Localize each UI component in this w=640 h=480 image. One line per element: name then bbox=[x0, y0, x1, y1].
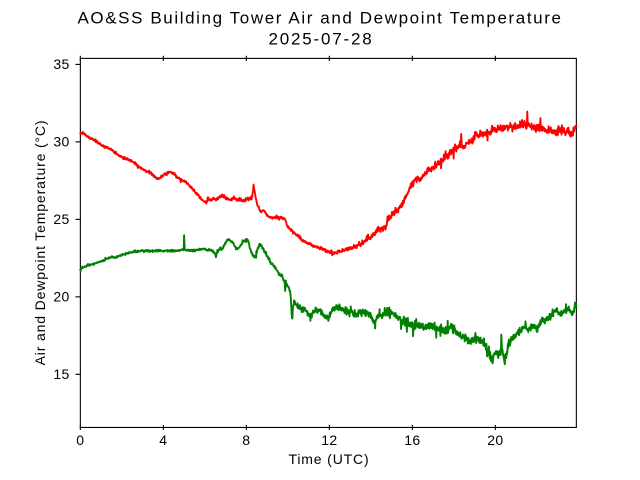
svg-text:0: 0 bbox=[76, 432, 84, 448]
svg-text:30: 30 bbox=[53, 133, 69, 149]
svg-text:16: 16 bbox=[404, 432, 420, 448]
svg-text:2025-07-28: 2025-07-28 bbox=[269, 30, 374, 49]
svg-text:Air and Dewpoint Temperature (: Air and Dewpoint Temperature (°C) bbox=[32, 120, 48, 366]
svg-text:4: 4 bbox=[159, 432, 167, 448]
svg-text:20: 20 bbox=[487, 432, 503, 448]
svg-text:AO&SS Building Tower Air and D: AO&SS Building Tower Air and Dewpoint Te… bbox=[77, 8, 562, 27]
svg-text:12: 12 bbox=[321, 432, 337, 448]
svg-text:20: 20 bbox=[53, 288, 69, 304]
svg-text:8: 8 bbox=[242, 432, 250, 448]
svg-text:35: 35 bbox=[53, 56, 69, 72]
svg-text:25: 25 bbox=[53, 211, 69, 227]
svg-text:15: 15 bbox=[53, 366, 69, 382]
svg-text:Time (UTC): Time (UTC) bbox=[288, 451, 369, 467]
